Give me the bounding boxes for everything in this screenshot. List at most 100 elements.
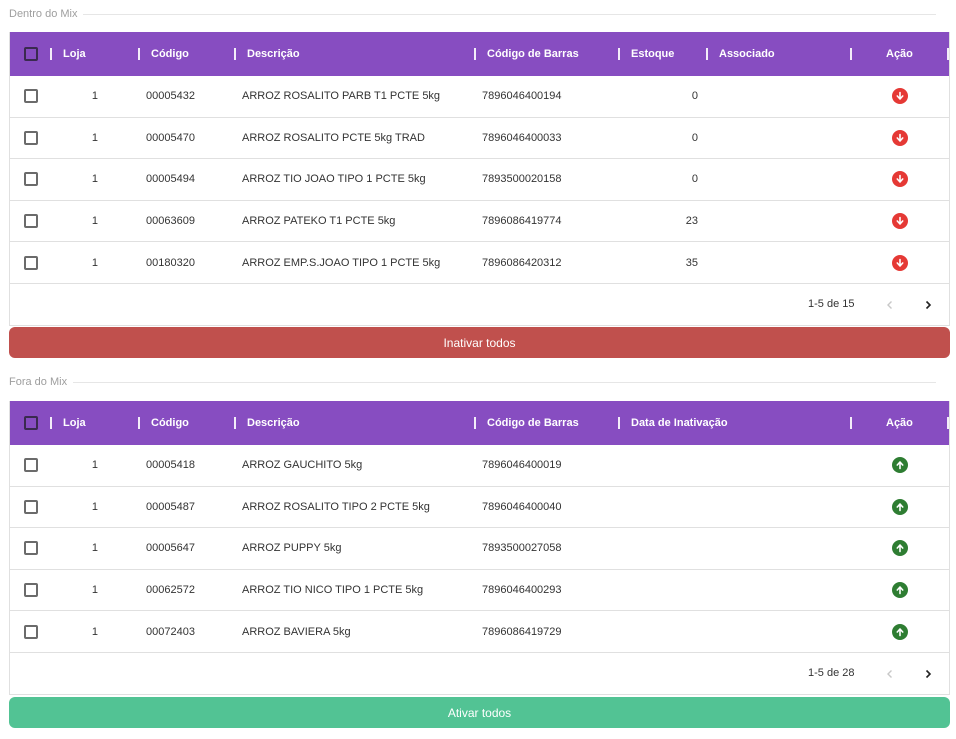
- next-page-button[interactable]: [918, 664, 938, 684]
- cell-codigo: 00063609: [146, 215, 195, 228]
- row-checkbox[interactable]: [24, 214, 38, 229]
- table-row[interactable]: 1 00180320 ARROZ EMP.S.JOAO TIPO 1 PCTE …: [10, 242, 949, 284]
- cell-codigo: 00005487: [146, 500, 195, 513]
- section-title-inside: Dentro do Mix: [9, 7, 936, 21]
- col-codigo[interactable]: Código: [151, 48, 189, 60]
- arrow-down-circle-icon[interactable]: [892, 88, 908, 105]
- next-page-button[interactable]: [918, 295, 938, 315]
- col-codigo-barras[interactable]: Código de Barras: [487, 417, 579, 429]
- arrow-up-circle-icon[interactable]: [892, 498, 908, 515]
- cell-codigo-barras: 7896046400040: [482, 500, 562, 513]
- col-loja[interactable]: Loja: [63, 417, 86, 429]
- row-checkbox[interactable]: [24, 624, 38, 639]
- inactivate-row-button[interactable]: [892, 201, 908, 242]
- activate-row-button[interactable]: [892, 611, 908, 652]
- activate-row-button[interactable]: [892, 570, 908, 611]
- row-checkbox[interactable]: [24, 130, 38, 145]
- cell-codigo: 00005470: [146, 131, 195, 144]
- prev-page-button[interactable]: [880, 295, 900, 315]
- col-loja[interactable]: Loja: [63, 48, 86, 60]
- col-codigo-barras[interactable]: Código de Barras: [487, 48, 579, 60]
- cell-codigo: 00005647: [146, 542, 195, 555]
- arrow-down-circle-icon[interactable]: [892, 171, 908, 188]
- inactivate-row-button[interactable]: [892, 159, 908, 200]
- col-estoque[interactable]: Estoque: [631, 48, 675, 60]
- prev-page-button[interactable]: [880, 664, 900, 684]
- inactivate-row-button[interactable]: [892, 118, 908, 159]
- cell-codigo-barras: 7896086419774: [482, 215, 562, 228]
- chevron-left-icon: [887, 300, 892, 309]
- cell-descricao: ARROZ TIO JOAO TIPO 1 PCTE 5kg: [242, 173, 426, 186]
- arrow-up-circle-icon[interactable]: [892, 582, 908, 599]
- cell-loja: 1: [91, 131, 98, 144]
- activate-row-button[interactable]: [892, 528, 908, 569]
- activate-all-button[interactable]: Ativar todos: [9, 697, 950, 728]
- table-row[interactable]: 1 00005647 ARROZ PUPPY 5kg 7893500027058: [10, 528, 949, 570]
- table-row[interactable]: 1 00005487 ARROZ ROSALITO TIPO 2 PCTE 5k…: [10, 487, 949, 529]
- pagination-info: 1-5 de 28: [808, 667, 855, 680]
- row-checkbox[interactable]: [24, 583, 38, 598]
- cell-loja: 1: [91, 173, 98, 186]
- row-checkbox[interactable]: [24, 541, 38, 556]
- activate-row-button[interactable]: [892, 487, 908, 528]
- inside-grid-footer: 1-5 de 15: [10, 284, 949, 325]
- chevron-left-icon: [887, 669, 892, 678]
- cell-codigo-barras: 7896086420312: [482, 256, 562, 269]
- col-descricao[interactable]: Descrição: [247, 417, 300, 429]
- table-row[interactable]: 1 00063609 ARROZ PATEKO T1 PCTE 5kg 7896…: [10, 201, 949, 243]
- outside-grid-header: Loja Código Descrição Código de Barras D…: [10, 401, 949, 445]
- arrow-up-circle-icon[interactable]: [892, 540, 908, 557]
- outside-mix-grid: Loja Código Descrição Código de Barras D…: [9, 401, 950, 695]
- cell-codigo: 00180320: [146, 256, 195, 269]
- select-all-checkbox[interactable]: [24, 47, 38, 61]
- cell-codigo: 00005494: [146, 173, 195, 186]
- row-checkbox[interactable]: [24, 499, 38, 514]
- cell-estoque: 0: [691, 90, 698, 103]
- arrow-up-circle-icon[interactable]: [892, 457, 908, 474]
- cell-loja: 1: [91, 215, 98, 228]
- table-row[interactable]: 1 00062572 ARROZ TIO NICO TIPO 1 PCTE 5k…: [10, 570, 949, 612]
- row-checkbox[interactable]: [24, 458, 38, 473]
- table-row[interactable]: 1 00005432 ARROZ ROSALITO PARB T1 PCTE 5…: [10, 76, 949, 118]
- col-data-inativacao[interactable]: Data de Inativação: [631, 417, 728, 429]
- row-checkbox[interactable]: [24, 89, 38, 104]
- col-associado[interactable]: Associado: [719, 48, 775, 60]
- cell-descricao: ARROZ ROSALITO PCTE 5kg TRAD: [242, 131, 425, 144]
- table-row[interactable]: 1 00072403 ARROZ BAVIERA 5kg 78960864197…: [10, 611, 949, 653]
- chevron-right-icon: [925, 669, 932, 679]
- cell-loja: 1: [91, 90, 98, 103]
- cell-codigo-barras: 7893500027058: [482, 542, 562, 555]
- inactivate-all-button[interactable]: Inativar todos: [9, 327, 950, 358]
- arrow-down-circle-icon[interactable]: [892, 254, 908, 271]
- activate-row-button[interactable]: [892, 445, 908, 486]
- col-codigo[interactable]: Código: [151, 417, 189, 429]
- cell-codigo-barras: 7896046400194: [482, 90, 562, 103]
- cell-estoque: 0: [691, 131, 698, 144]
- section-title-outside: Fora do Mix: [9, 375, 936, 389]
- pagination-info: 1-5 de 15: [808, 298, 855, 311]
- inside-grid-header: Loja Código Descrição Código de Barras E…: [10, 32, 949, 76]
- cell-codigo: 00062572: [146, 584, 195, 597]
- table-row[interactable]: 1 00005470 ARROZ ROSALITO PCTE 5kg TRAD …: [10, 118, 949, 160]
- table-row[interactable]: 1 00005494 ARROZ TIO JOAO TIPO 1 PCTE 5k…: [10, 159, 949, 201]
- cell-codigo-barras: 7896086419729: [482, 625, 562, 638]
- cell-loja: 1: [91, 625, 98, 638]
- inactivate-row-button[interactable]: [892, 242, 908, 283]
- cell-descricao: ARROZ TIO NICO TIPO 1 PCTE 5kg: [242, 584, 424, 597]
- inactivate-row-button[interactable]: [892, 76, 908, 117]
- row-checkbox[interactable]: [24, 255, 38, 270]
- cell-loja: 1: [91, 542, 98, 555]
- arrow-down-circle-icon[interactable]: [892, 213, 908, 230]
- arrow-down-circle-icon[interactable]: [892, 129, 908, 146]
- arrow-up-circle-icon[interactable]: [892, 623, 908, 640]
- cell-codigo-barras: 7896046400019: [482, 459, 562, 472]
- row-checkbox[interactable]: [24, 172, 38, 187]
- col-descricao[interactable]: Descrição: [247, 48, 300, 60]
- inside-mix-grid: Loja Código Descrição Código de Barras E…: [9, 32, 950, 326]
- select-all-checkbox[interactable]: [24, 416, 38, 430]
- cell-estoque: 35: [685, 256, 698, 269]
- table-row[interactable]: 1 00005418 ARROZ GAUCHITO 5kg 7896046400…: [10, 445, 949, 487]
- outside-grid-body: 1 00005418 ARROZ GAUCHITO 5kg 7896046400…: [10, 445, 949, 653]
- cell-codigo: 00005418: [146, 459, 195, 472]
- cell-loja: 1: [91, 459, 98, 472]
